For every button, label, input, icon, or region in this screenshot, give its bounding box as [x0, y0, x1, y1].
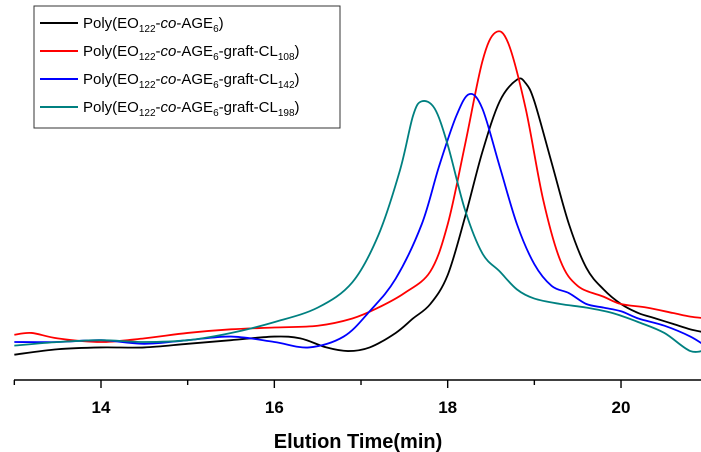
- legend-label-4: Poly(EO122-co-AGE6-graft-CL198): [83, 99, 300, 119]
- x-tick-label: 18: [438, 398, 457, 417]
- legend-label-1: Poly(EO122-co-AGE6): [83, 15, 224, 35]
- series-line-4: [14, 100, 701, 353]
- series-line-2: [14, 30, 701, 343]
- x-axis: 14 16 18 20 Elution Time(min): [13, 379, 701, 452]
- series-curves: [14, 30, 701, 356]
- legend: Poly(EO122-co-AGE6) Poly(EO122-co-AGE6-gr…: [33, 5, 341, 129]
- x-axis-ticks: [13, 380, 622, 388]
- x-tick-label: 20: [612, 398, 631, 417]
- legend-label-2: Poly(EO122-co-AGE6-graft-CL108): [83, 43, 300, 63]
- x-axis-tick-labels: 14 16 18 20: [92, 398, 631, 417]
- legend-entries: Poly(EO122-co-AGE6) Poly(EO122-co-AGE6-gr…: [40, 15, 300, 119]
- legend-label-3: Poly(EO122-co-AGE6-graft-CL142): [83, 71, 300, 91]
- x-tick-label: 16: [265, 398, 284, 417]
- legend-box: [33, 5, 341, 129]
- x-tick-label: 14: [92, 398, 111, 417]
- x-axis-label: Elution Time(min): [274, 431, 443, 452]
